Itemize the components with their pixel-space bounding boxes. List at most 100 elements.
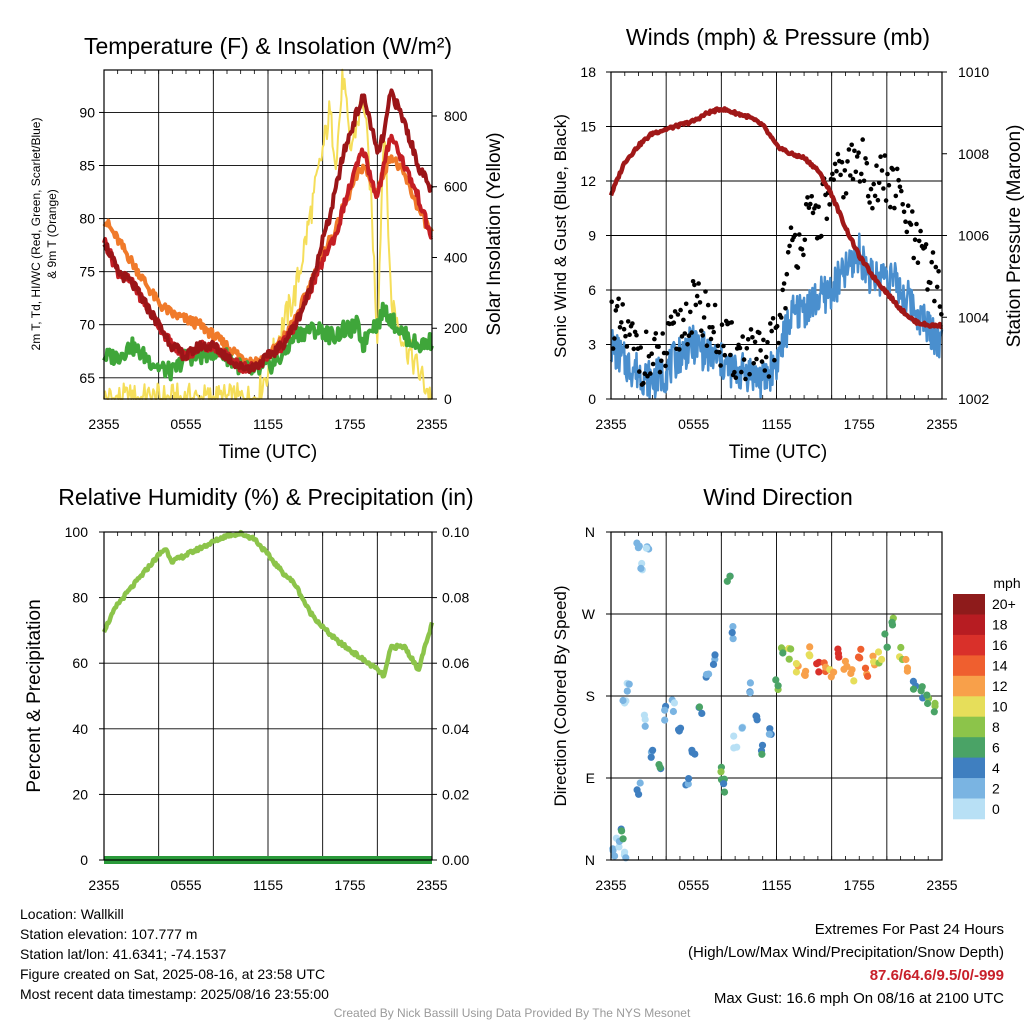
- legend-label: 6: [992, 739, 1000, 755]
- direction-point: [636, 779, 644, 787]
- direction-point: [753, 713, 761, 721]
- gust-point: [861, 178, 867, 184]
- gust-point: [809, 194, 814, 199]
- gust-point: [883, 198, 889, 203]
- x-tick-label: 1155: [761, 877, 791, 893]
- y-tick-label: W: [582, 606, 596, 622]
- gust-point: [748, 327, 754, 332]
- y-right-tick-label: 0.04: [442, 721, 469, 737]
- gust-point: [768, 321, 773, 326]
- gust-point: [762, 368, 768, 373]
- gust-point: [708, 336, 714, 342]
- gust-point: [705, 302, 711, 308]
- direction-point: [834, 645, 842, 653]
- plot-frame: [103, 531, 433, 861]
- direction-point: [765, 730, 774, 738]
- gust-point: [939, 312, 944, 317]
- x-tick-label: 0555: [678, 877, 709, 893]
- y-tick-label: 0: [588, 391, 596, 407]
- gust-point: [741, 357, 747, 362]
- gust-point: [864, 160, 870, 166]
- gust-point: [663, 363, 668, 369]
- humidity-precipitation-panel: Relative Humidity (%) & Precipitation (i…: [24, 484, 474, 893]
- gust-point: [722, 352, 728, 358]
- gust-point: [875, 197, 881, 203]
- gust-point: [795, 265, 801, 270]
- direction-point: [669, 707, 678, 716]
- station-info: Location: Wallkill Station elevation: 10…: [20, 904, 329, 1004]
- gust-point: [914, 221, 919, 227]
- direction-point: [726, 572, 734, 580]
- gust-point: [694, 293, 700, 299]
- gust-point: [937, 304, 943, 309]
- gust-point: [624, 344, 630, 349]
- gust-point: [797, 232, 802, 237]
- gust-point: [859, 171, 864, 177]
- direction-point: [746, 679, 755, 687]
- x-tick-label: 1755: [334, 416, 365, 432]
- gust-point: [774, 323, 780, 329]
- x-tick-label: 2355: [926, 877, 957, 893]
- gust-point: [751, 361, 756, 366]
- x-tick-label: 0555: [170, 877, 201, 893]
- x-tick-label: 1755: [334, 877, 365, 893]
- direction-point: [848, 666, 856, 674]
- y-right-tick-label: 1008: [958, 146, 989, 162]
- gust-point: [808, 201, 813, 207]
- gust-point: [652, 336, 657, 342]
- direction-point: [684, 780, 692, 788]
- x-tick-label: 1155: [253, 416, 283, 432]
- gust-point: [819, 233, 824, 239]
- direction-point: [647, 753, 655, 761]
- direction-point: [869, 652, 877, 660]
- direction-point: [641, 722, 649, 730]
- x-tick-label: 1155: [253, 877, 283, 893]
- gust-point: [729, 320, 734, 325]
- gust-point: [886, 182, 892, 188]
- x-tick-label: 2355: [595, 416, 626, 432]
- gust-point: [894, 166, 900, 172]
- x-tick-label: 1755: [844, 877, 875, 893]
- gust-point: [853, 169, 859, 175]
- direction-point: [792, 660, 801, 668]
- gust-point: [832, 161, 838, 167]
- gust-point: [860, 137, 865, 142]
- direction-point: [635, 790, 643, 798]
- direction-point: [903, 667, 912, 675]
- direction-point: [805, 651, 813, 659]
- credit-line: Created By Nick Bassill Using Data Provi…: [333, 1006, 691, 1020]
- gust-point: [696, 281, 701, 286]
- gust-point: [901, 209, 907, 215]
- gust-point: [872, 193, 878, 199]
- y-right-tick-label: 200: [444, 320, 468, 336]
- direction-point: [730, 744, 738, 752]
- gust-point: [688, 309, 693, 315]
- gust-point: [711, 329, 716, 335]
- gust-point: [689, 330, 694, 335]
- gust-point: [641, 380, 646, 386]
- gust-point: [783, 306, 788, 311]
- panel-title: Wind Direction: [703, 484, 853, 510]
- direction-point: [728, 629, 736, 637]
- direction-point: [675, 727, 683, 735]
- y-tick-label: 60: [72, 655, 88, 671]
- gust-point: [656, 344, 661, 350]
- direction-point: [802, 667, 810, 675]
- gust-point: [770, 316, 776, 321]
- gust-point: [905, 203, 911, 208]
- y-tick-label: 80: [72, 590, 88, 606]
- gust-point: [757, 330, 762, 336]
- gust-point: [857, 179, 863, 184]
- gust-point: [936, 269, 941, 274]
- direction-point: [835, 653, 843, 661]
- extremes-info: Extremes For Past 24 Hours (High/Low/Max…: [688, 918, 1004, 1010]
- gust-point: [672, 309, 678, 314]
- gust-point: [664, 351, 670, 356]
- x-tick-label: 2355: [88, 877, 119, 893]
- y-tick-label: E: [586, 770, 595, 786]
- y-right-axis-label: Station Pressure (Maroon): [1004, 125, 1024, 348]
- gust-point: [685, 342, 690, 347]
- gust-point: [712, 302, 718, 308]
- gust-point: [843, 191, 849, 196]
